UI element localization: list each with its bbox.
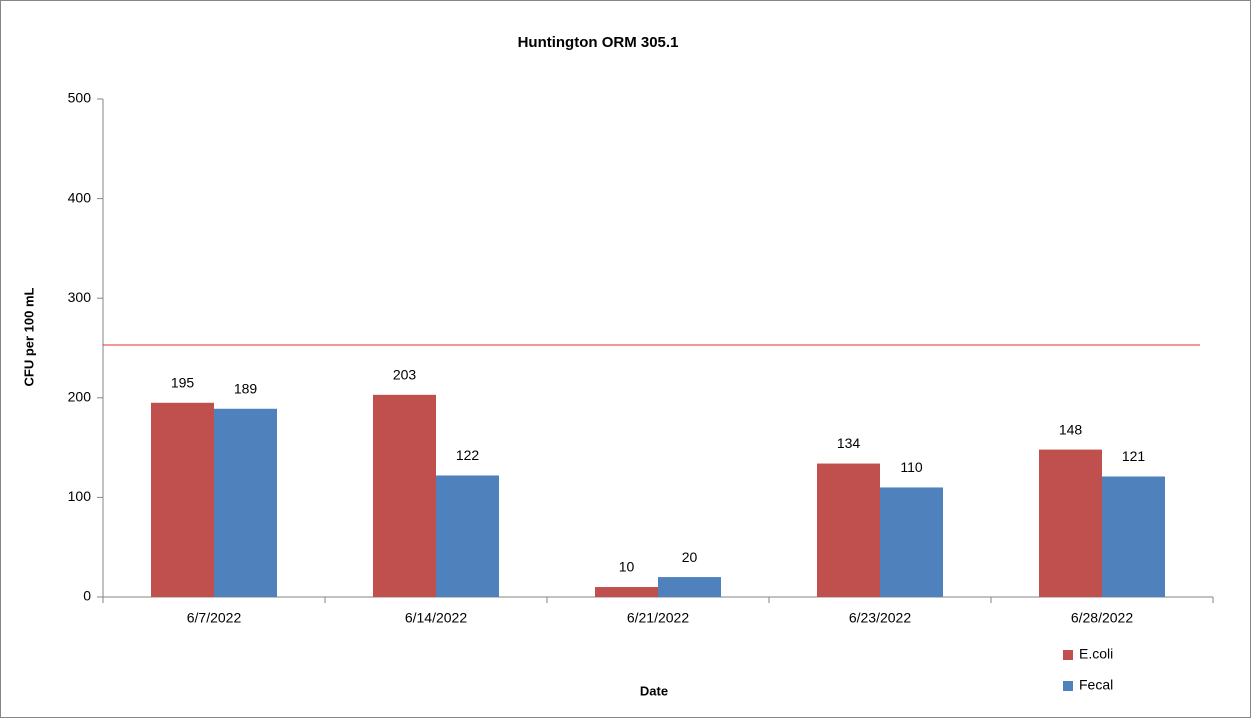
data-label: 121 xyxy=(1122,448,1146,464)
data-label: 134 xyxy=(837,435,861,451)
y-tick-label: 300 xyxy=(68,289,92,305)
x-tick-label: 6/7/2022 xyxy=(187,610,242,626)
bar xyxy=(373,394,436,597)
data-label: 20 xyxy=(682,549,698,565)
bar xyxy=(658,577,721,597)
y-tick-label: 400 xyxy=(68,189,92,205)
y-tick-label: 0 xyxy=(83,588,91,604)
x-tick-label: 6/23/2022 xyxy=(849,610,911,626)
data-label: 110 xyxy=(900,459,923,475)
bar xyxy=(214,408,277,597)
data-label: 195 xyxy=(171,374,195,390)
bar xyxy=(595,587,658,597)
legend-label: E.coli xyxy=(1079,646,1113,662)
y-tick-label: 500 xyxy=(68,90,92,106)
legend-swatch xyxy=(1063,681,1073,691)
y-tick-label: 100 xyxy=(68,488,92,504)
y-axis-label: CFU per 100 mL xyxy=(21,287,36,386)
x-tick-label: 6/28/2022 xyxy=(1071,610,1133,626)
x-tick-label: 6/14/2022 xyxy=(405,610,467,626)
data-label: 122 xyxy=(456,447,480,463)
chart-title: Huntington ORM 305.1 xyxy=(518,34,679,51)
data-label: 203 xyxy=(393,367,417,383)
bar xyxy=(1039,449,1102,597)
legend-swatch xyxy=(1063,650,1073,660)
bar xyxy=(151,402,214,597)
data-label: 148 xyxy=(1059,421,1083,437)
legend-label: Fecal xyxy=(1079,677,1113,693)
x-tick-label: 6/21/2022 xyxy=(627,610,689,626)
bar xyxy=(1102,476,1165,597)
bar xyxy=(880,487,943,597)
bar xyxy=(436,475,499,597)
x-axis-label: Date xyxy=(640,683,668,698)
bar xyxy=(817,463,880,597)
data-label: 10 xyxy=(619,559,635,575)
data-label: 189 xyxy=(234,380,258,396)
y-tick-label: 200 xyxy=(68,389,92,405)
